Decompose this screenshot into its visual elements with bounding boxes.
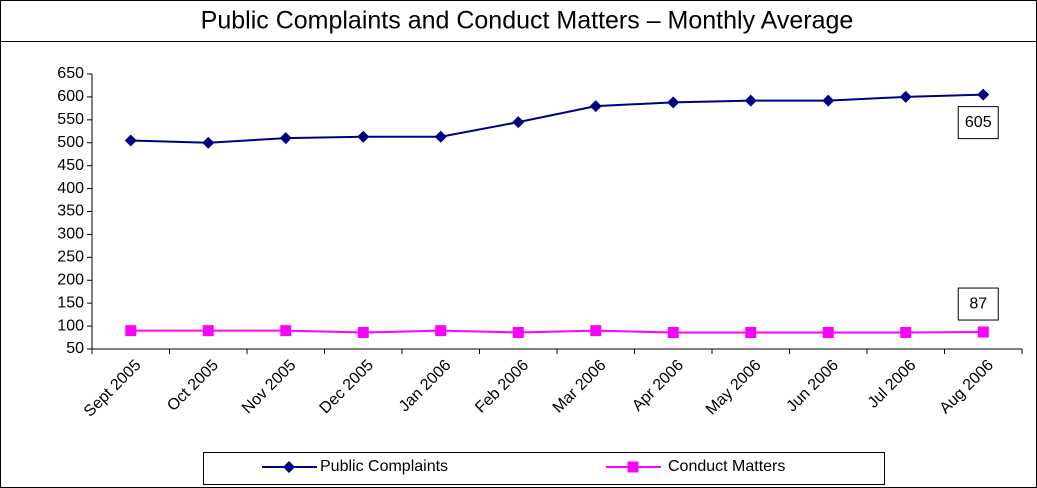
marker (745, 327, 757, 338)
marker (512, 327, 524, 338)
legend-label: Public Complaints (320, 458, 448, 475)
marker (744, 94, 757, 107)
marker (512, 116, 525, 129)
y-tick-label: 100 (57, 317, 84, 334)
y-tick-label: 550 (57, 111, 84, 128)
marker (283, 461, 295, 473)
marker (900, 327, 912, 338)
data-label-box (957, 106, 999, 140)
marker (822, 327, 834, 338)
marker (822, 94, 835, 107)
y-tick-label: 250 (57, 249, 84, 266)
y-tick-label: 150 (57, 294, 84, 311)
marker (435, 325, 447, 337)
data-label: 605 (965, 114, 992, 131)
series-line (130, 329, 984, 334)
marker (589, 100, 602, 113)
marker (202, 325, 214, 337)
marker (124, 134, 137, 147)
marker (627, 461, 639, 473)
y-tick-label: 450 (57, 157, 84, 174)
marker (667, 327, 679, 338)
data-label-box (957, 287, 999, 321)
marker (357, 130, 370, 143)
legend-box (203, 452, 885, 485)
data-label: 87 (969, 295, 987, 312)
marker (279, 132, 292, 145)
marker (590, 325, 602, 337)
y-tick-label: 650 (57, 65, 84, 82)
marker (899, 90, 912, 103)
y-tick-label: 500 (57, 134, 84, 151)
marker (667, 96, 680, 109)
y-tick-label: 300 (57, 226, 84, 243)
marker (280, 325, 292, 337)
marker (434, 130, 447, 143)
y-tick-label: 400 (57, 180, 84, 197)
legend-label: Conduct Matters (668, 458, 785, 475)
marker (977, 326, 989, 338)
marker (125, 325, 137, 337)
marker (202, 136, 215, 149)
series-line (130, 93, 984, 144)
chart-title: Public Complaints and Conduct Matters – … (201, 7, 854, 35)
marker (357, 327, 369, 338)
marker (977, 88, 990, 101)
y-tick-label: 600 (57, 88, 84, 105)
y-tick-label: 200 (57, 271, 84, 288)
y-tick-label: 50 (66, 340, 84, 357)
y-tick-label: 350 (57, 203, 84, 220)
